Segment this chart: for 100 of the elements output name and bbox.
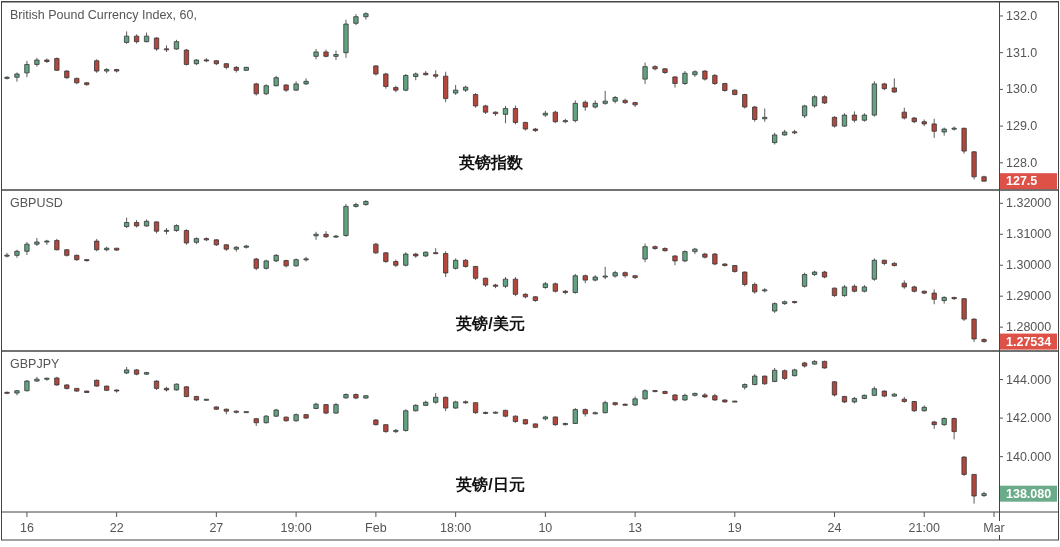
candlestick: [752, 282, 758, 295]
candlestick: [632, 396, 638, 407]
x-tick-label: 22: [109, 521, 124, 535]
candlestick: [183, 385, 190, 398]
candlestick: [732, 400, 738, 403]
candlestick: [821, 94, 828, 105]
candlestick: [223, 243, 229, 252]
candlestick: [433, 69, 439, 79]
candlestick: [403, 408, 409, 432]
candlestick: [153, 36, 160, 52]
candlestick: [44, 377, 50, 382]
candlestick: [283, 259, 289, 268]
text: GBPUSD: [10, 196, 63, 210]
candlestick: [24, 241, 30, 256]
candlestick: [901, 107, 907, 120]
candlestick: [74, 254, 80, 262]
candlestick: [572, 100, 578, 123]
candlestick: [712, 393, 718, 402]
candlestick: [562, 422, 568, 426]
candlestick: [672, 75, 678, 88]
candlestick: [941, 295, 947, 305]
candlestick: [253, 257, 259, 271]
candlestick: [84, 390, 90, 394]
candlestick: [582, 100, 588, 112]
candlestick: [971, 473, 977, 505]
candlestick: [851, 111, 858, 123]
candlestick: [492, 111, 499, 117]
candlestick: [24, 379, 30, 392]
candlestick: [552, 110, 558, 124]
candlestick: [592, 411, 598, 415]
x-tick-label: Feb: [365, 521, 387, 535]
candlestick: [223, 408, 229, 415]
candlestick: [443, 250, 449, 278]
candlestick: [134, 219, 140, 228]
candlestick: [851, 284, 858, 293]
candlestick: [911, 285, 917, 293]
candlestick: [34, 376, 40, 383]
candlestick: [54, 57, 60, 72]
candlestick: [463, 258, 469, 269]
candlestick: [871, 386, 877, 397]
candlestick: [602, 266, 608, 280]
candlestick: [273, 408, 279, 418]
candlestick: [472, 401, 479, 415]
candlestick: [811, 359, 818, 366]
candlestick: [163, 386, 170, 392]
candlestick: [273, 75, 279, 87]
candlestick: [712, 252, 718, 266]
candlestick: [383, 251, 389, 264]
candlestick: [961, 297, 967, 322]
candlestick: [203, 398, 209, 402]
candlestick: [423, 400, 429, 407]
candlestick: [772, 367, 778, 383]
candlestick: [811, 94, 818, 109]
candlestick: [752, 373, 758, 386]
candlestick: [84, 81, 90, 87]
candlestick: [871, 80, 877, 117]
candlestick: [193, 58, 200, 66]
candlestick: [612, 401, 618, 407]
candlestick: [4, 391, 10, 395]
candlestick: [552, 416, 558, 427]
candlestick: [951, 417, 957, 440]
candlestick: [532, 423, 538, 429]
candlestick: [632, 274, 638, 280]
y-tick-label: 142.000: [1006, 411, 1052, 426]
candlestick: [572, 407, 578, 425]
candlestick: [143, 219, 150, 228]
candlestick: [692, 247, 698, 255]
candlestick: [323, 230, 329, 239]
candlestick: [303, 77, 309, 86]
candlestick: [602, 400, 608, 414]
candlestick: [941, 127, 947, 137]
candlestick: [14, 389, 20, 396]
candlestick: [951, 296, 957, 301]
candlestick: [373, 64, 379, 76]
candlestick: [821, 270, 828, 279]
candlestick: [14, 249, 20, 259]
candlestick: [94, 238, 100, 252]
candlestick: [193, 236, 200, 245]
candlestick: [233, 245, 239, 253]
y-tick-label: 129.0: [1006, 119, 1038, 134]
x-tick-label: 21:00: [908, 521, 940, 535]
candlestick: [44, 239, 50, 246]
candlestick: [333, 234, 339, 239]
candlestick: [772, 132, 778, 145]
candlestick: [831, 287, 838, 298]
candlestick: [313, 402, 319, 410]
candlestick: [343, 203, 349, 238]
annotation: 英镑/日元: [455, 476, 525, 493]
candlestick: [263, 414, 269, 424]
candlestick: [891, 392, 897, 398]
candlestick: [74, 77, 80, 85]
y-tick-label: 1.28000: [1006, 320, 1052, 335]
candlestick: [433, 392, 439, 405]
x-tick-label: 27: [209, 521, 224, 535]
candlestick: [792, 129, 798, 135]
candlestick: [652, 389, 658, 393]
y-tick-label: 144.000: [1006, 372, 1052, 387]
candlestick: [213, 59, 219, 66]
candlestick: [762, 287, 768, 293]
candlestick: [841, 395, 848, 404]
